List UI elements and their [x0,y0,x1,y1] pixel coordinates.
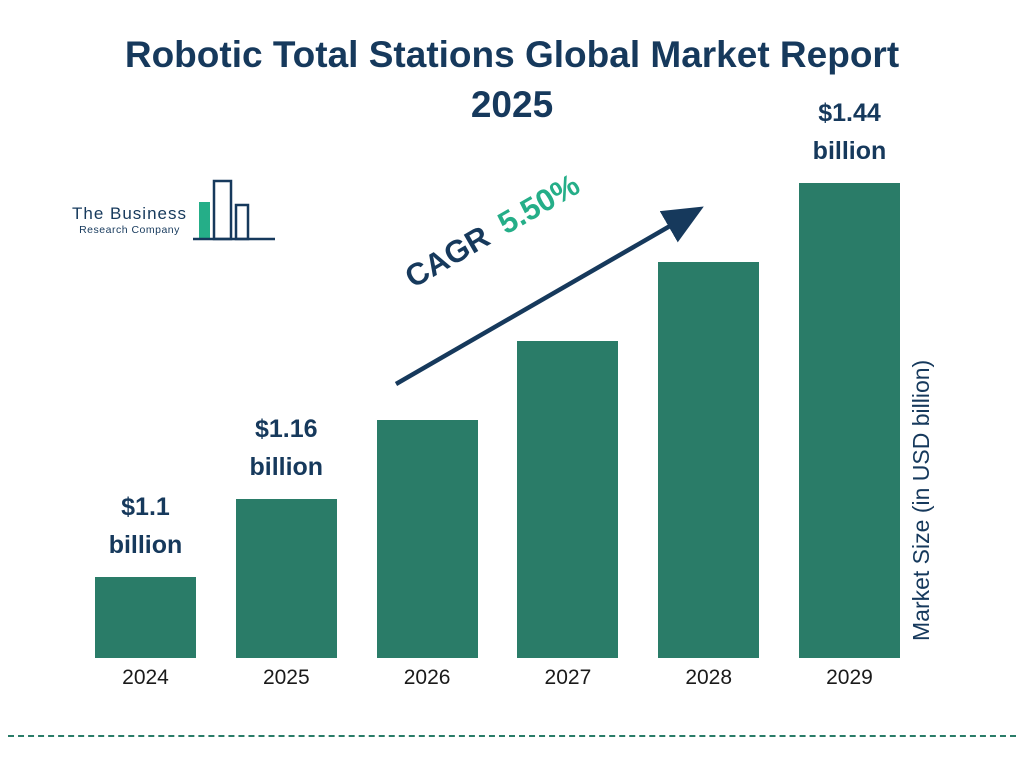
bars-container: $1.1 billion $1.16 billion $1.44 billion [95,99,900,658]
x-axis-label-2028: 2028 [685,666,733,689]
x-axis-labels: 2024 2025 2026 2027 2028 2029 [95,666,900,690]
bar-2026 [376,420,478,658]
x-axis-label-2027: 2027 [544,666,592,689]
x-axis-label-2026: 2026 [403,666,451,689]
bar-column-2028 [658,262,760,658]
company-logo: The Business Research Company [72,178,277,244]
data-label-2025: $1.16 billion [249,415,324,481]
bar-column-2029: $1.44 billion [798,94,900,658]
bar-2024 [95,577,196,658]
data-label-2029: $1.44 billion [812,99,887,165]
bar-column-2026 [376,420,478,658]
company-logo-line-1: The Business [72,204,187,223]
bar-column-2024: $1.1 billion [95,488,196,658]
bar-column-2027 [517,341,619,658]
data-label-2024: $1.1 billion [108,493,183,559]
bar-2025 [235,499,337,658]
company-logo-icon [193,179,275,241]
bar-2028 [658,262,760,658]
x-axis-label-2024: 2024 [122,666,169,689]
bar-column-2025: $1.16 billion [235,410,337,658]
company-logo-text: The Business Research Company [72,204,187,236]
bar-chart: $1.1 billion $1.16 billion $1.44 billion [95,99,900,658]
bar-2027 [517,341,619,658]
y-axis-title: Market Size (in USD billion) [908,359,934,641]
company-logo-line-2: Research Company [79,224,180,236]
bottom-dashed-divider [8,735,1016,737]
x-axis-label-2025: 2025 [262,666,310,689]
bar-2029 [798,183,900,658]
chart-title-line-2: 2025 [470,84,554,125]
chart-title: Robotic Total Stations Global Market Rep… [0,30,1024,130]
x-axis-label-2029: 2029 [826,666,873,689]
chart-title-line-1: Robotic Total Stations Global Market Rep… [124,34,900,75]
